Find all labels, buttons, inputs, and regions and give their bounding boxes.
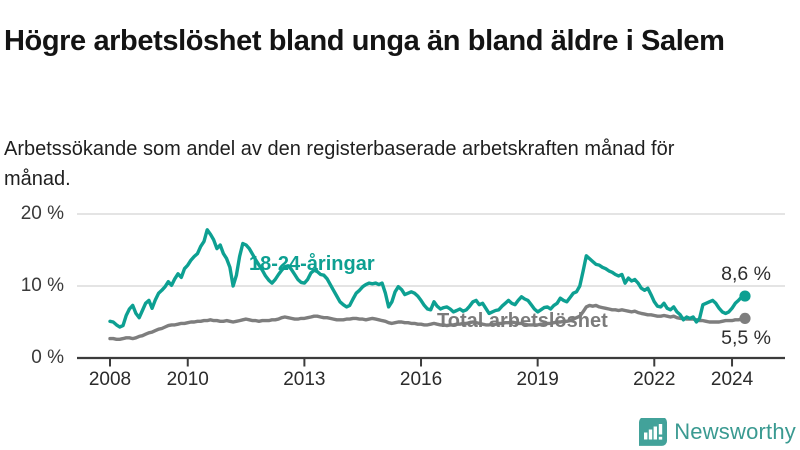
end-value-young: 8,6 % [721,263,771,285]
x-tick-label-2016: 2016 [399,369,443,390]
end-value-total: 5,5 % [721,327,771,349]
series-label-young: 18-24-åringar [249,253,375,275]
series-label-total: Total arbetslöshet [437,310,608,332]
brand-name: Newsworthy [674,419,796,444]
y-tick-label: 0 % [31,347,64,368]
y-tick-label: 20 % [20,203,64,224]
x-tick-label-2008: 2008 [88,369,132,390]
x-tick-label-2010: 2010 [166,369,209,390]
chart-subtitle: Arbetssökande som andel av den registerb… [4,138,675,191]
x-tick-label-2022: 2022 [633,369,676,390]
gridlines [77,213,785,287]
x-tick-label-2024: 2024 [710,369,754,390]
x-tick-label-2019: 2019 [516,369,559,390]
data-series-lines [108,228,751,341]
footer-brand[interactable]: Newsworthy [0,414,796,450]
newsworthy-logo-icon [639,418,668,446]
x-tick-label-2013: 2013 [283,369,326,390]
chart-title: Högre arbetslöshet bland unga än bland ä… [4,25,725,58]
y-tick-label: 10 % [20,275,64,296]
x-axis [77,356,785,367]
